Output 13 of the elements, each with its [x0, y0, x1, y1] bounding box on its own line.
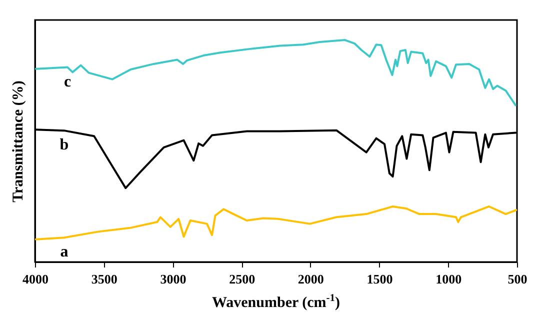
x-tick-label: 3500	[91, 272, 118, 286]
x-tick-label: 1000	[436, 272, 462, 286]
x-tick-label: 3000	[160, 272, 186, 286]
x-tick-label: 2000	[298, 272, 324, 286]
x-tick-label: 1500	[366, 272, 393, 286]
x-axis-title: Wavenumber (cm$^{-1}$)	[210, 293, 342, 312]
series-label: c	[64, 73, 72, 90]
series-label: b	[60, 136, 69, 154]
x-tick-label: 500	[508, 272, 528, 286]
x-tick-label: 4000	[22, 272, 48, 286]
y-axis-title: Transmittance (%)	[10, 80, 26, 202]
series-label: a	[60, 244, 68, 261]
x-tick-label: 2500	[229, 272, 256, 286]
